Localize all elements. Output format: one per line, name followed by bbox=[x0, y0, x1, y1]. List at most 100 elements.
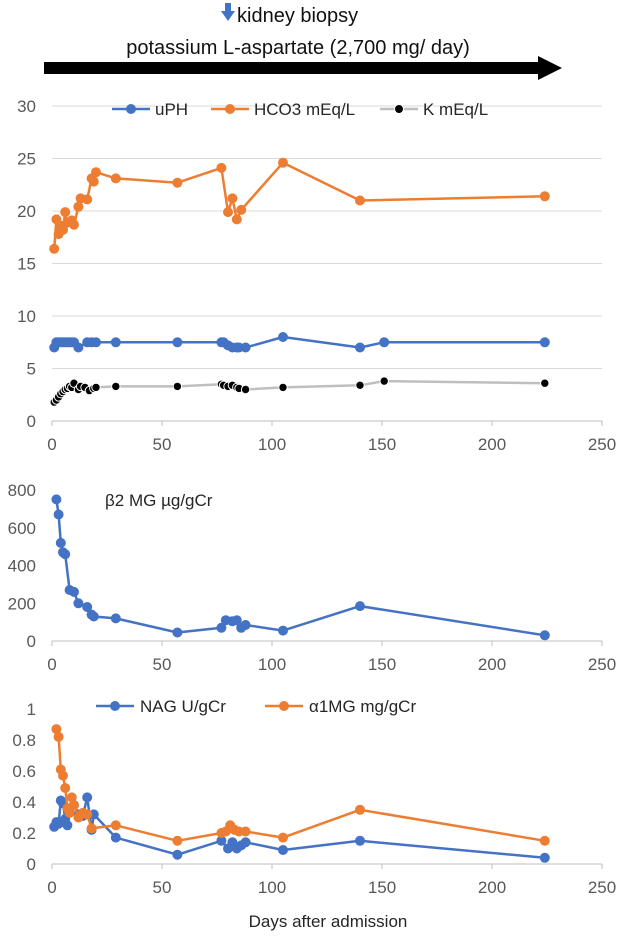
data-point-hco3-meq-l bbox=[82, 194, 93, 205]
data-point-2-mg-g-gcr bbox=[60, 549, 71, 560]
data-point-1mg-mg-gcr bbox=[69, 800, 79, 811]
data-point-hco3-meq-l bbox=[172, 177, 183, 188]
chart-b2mg-series bbox=[51, 494, 550, 641]
data-point-uph bbox=[73, 342, 84, 353]
data-point-2-mg-g-gcr bbox=[51, 494, 62, 505]
data-point-uph bbox=[240, 342, 251, 353]
data-point-hco3-meq-l bbox=[110, 173, 121, 184]
data-point-nag-u-gcr bbox=[355, 835, 365, 846]
data-point-1mg-mg-gcr bbox=[66, 792, 77, 803]
data-point-2-mg-g-gcr bbox=[231, 615, 242, 626]
y-tick-label: 20 bbox=[17, 202, 36, 221]
data-point-hco3-meq-l bbox=[539, 191, 550, 202]
y-tick-label: 200 bbox=[8, 594, 36, 613]
data-point-2-mg-g-gcr bbox=[53, 509, 64, 520]
x-tick-label: 250 bbox=[588, 878, 616, 897]
data-point-uph bbox=[110, 337, 121, 348]
data-point-1mg-mg-gcr bbox=[60, 783, 71, 793]
chart-b2mg-title: β2 MG µg/gCr bbox=[105, 491, 213, 510]
data-point-1mg-mg-gcr bbox=[110, 820, 121, 831]
data-point-2-mg-g-gcr bbox=[73, 598, 84, 609]
x-tick-label: 0 bbox=[47, 435, 56, 454]
series-line-uph bbox=[53, 335, 545, 349]
biopsy-arrow-icon bbox=[221, 3, 235, 21]
y-tick-label: 600 bbox=[8, 519, 36, 538]
data-point-nag-u-gcr bbox=[62, 820, 73, 831]
x-tick-label: 150 bbox=[368, 878, 396, 897]
chart-electrolytes-legend: uPH HCO3 mEq/L K mEq/L bbox=[112, 100, 488, 119]
data-point-uph bbox=[91, 337, 101, 348]
data-point-1mg-mg-gcr bbox=[240, 826, 251, 837]
data-point-nag-u-gcr bbox=[110, 832, 121, 843]
data-point-k-meq-l bbox=[111, 381, 121, 392]
chart-nag-a1mg-axes: 0 0.2 0.4 0.6 0.8 1 0 50 100 150 200 250 bbox=[12, 700, 616, 897]
data-point-2-mg-g-gcr bbox=[355, 601, 365, 612]
data-point-k-meq-l bbox=[240, 384, 251, 395]
data-point-hco3-meq-l bbox=[278, 157, 288, 168]
data-point-1mg-mg-gcr bbox=[172, 835, 183, 846]
x-tick-label: 0 bbox=[47, 655, 56, 674]
x-axis-label: Days after admission bbox=[249, 912, 408, 931]
biopsy-label: kidney biopsy bbox=[237, 5, 358, 27]
data-point-hco3-meq-l bbox=[355, 195, 365, 206]
data-point-2-mg-g-gcr bbox=[172, 627, 183, 638]
data-point-k-meq-l bbox=[379, 376, 389, 386]
data-point-2-mg-g-gcr bbox=[539, 630, 550, 641]
x-tick-label: 250 bbox=[588, 655, 616, 674]
data-point-1mg-mg-gcr bbox=[82, 809, 93, 820]
data-point-uph bbox=[539, 337, 550, 348]
series-line-hco3-meq-l bbox=[52, 161, 545, 249]
data-point-hco3-meq-l bbox=[91, 167, 101, 178]
data-point-k-meq-l bbox=[91, 382, 101, 393]
legend-marker-k bbox=[394, 104, 404, 114]
series-line-1mg-mg-gcr bbox=[55, 728, 546, 843]
x-tick-label: 50 bbox=[153, 655, 172, 674]
data-point-1mg-mg-gcr bbox=[539, 835, 550, 846]
chart-nag-a1mg-legend: NAG U/gCr α1MG mg/gCr bbox=[96, 697, 416, 716]
legend-marker-uph bbox=[126, 104, 136, 114]
legend-marker-hco3 bbox=[225, 104, 235, 114]
data-point-k-meq-l bbox=[278, 382, 288, 393]
data-point-1mg-mg-gcr bbox=[278, 832, 288, 843]
x-tick-label: 100 bbox=[258, 655, 286, 674]
data-point-hco3-meq-l bbox=[223, 207, 233, 218]
data-point-nag-u-gcr bbox=[172, 849, 183, 860]
x-tick-label: 200 bbox=[478, 435, 506, 454]
y-tick-label: 800 bbox=[8, 481, 36, 500]
legend-label-a1mg: α1MG mg/gCr bbox=[309, 697, 416, 716]
x-tick-label: 200 bbox=[478, 655, 506, 674]
y-tick-label: 0 bbox=[27, 855, 36, 874]
data-point-2-mg-g-gcr bbox=[88, 611, 99, 622]
y-tick-label: 15 bbox=[17, 255, 36, 274]
data-point-hco3-meq-l bbox=[236, 204, 247, 215]
x-tick-label: 100 bbox=[258, 435, 286, 454]
y-tick-label: 5 bbox=[27, 360, 36, 379]
data-point-k-meq-l bbox=[540, 378, 550, 388]
y-tick-label: 0.2 bbox=[12, 824, 36, 843]
chart-electrolytes-axes: 0 5 10 15 20 25 30 0 50 100 150 200 250 bbox=[17, 97, 616, 454]
data-point-1mg-mg-gcr bbox=[51, 724, 62, 735]
data-point-hco3-meq-l bbox=[49, 243, 60, 254]
data-point-k-meq-l bbox=[172, 381, 183, 392]
data-point-1mg-mg-gcr bbox=[355, 804, 365, 815]
data-point-2-mg-g-gcr bbox=[69, 586, 79, 597]
data-point-hco3-meq-l bbox=[231, 214, 242, 225]
y-tick-label: 0 bbox=[27, 412, 36, 431]
legend-marker-a1mg bbox=[279, 701, 289, 711]
x-tick-label: 150 bbox=[368, 655, 396, 674]
data-point-hco3-meq-l bbox=[216, 162, 227, 173]
data-point-2-mg-g-gcr bbox=[240, 620, 251, 630]
y-tick-label: 400 bbox=[8, 557, 36, 576]
data-point-nag-u-gcr bbox=[216, 835, 227, 846]
legend-marker-nag bbox=[110, 701, 120, 711]
legend-label-k: K mEq/L bbox=[423, 100, 488, 119]
data-point-1mg-mg-gcr bbox=[86, 823, 97, 834]
chart-nag-a1mg: 0 0.2 0.4 0.6 0.8 1 0 50 100 150 200 250 NAG U/gCr … bbox=[12, 697, 616, 897]
data-point-uph bbox=[172, 337, 183, 348]
y-tick-label: 30 bbox=[17, 97, 36, 116]
data-point-nag-u-gcr bbox=[539, 852, 550, 863]
data-point-hco3-meq-l bbox=[69, 219, 79, 230]
chart-b2mg: 0 200 400 600 800 0 50 100 150 200 250 β2 MG µg/gC… bbox=[8, 481, 617, 674]
data-point-hco3-meq-l bbox=[227, 193, 238, 204]
